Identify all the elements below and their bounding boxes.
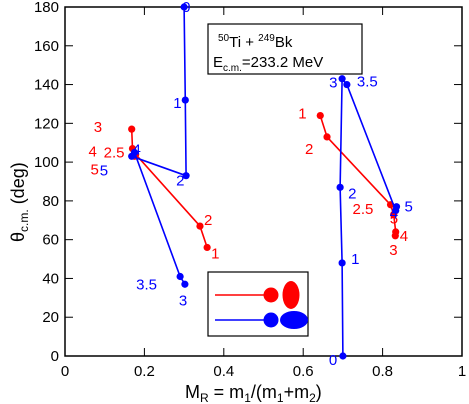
x-tick-label: 0.4 — [213, 363, 234, 380]
x-axis-label: MR = m1/(m1+m2) — [185, 382, 322, 404]
data-point — [316, 111, 324, 120]
point-label: 4 — [390, 206, 398, 223]
y-label-unit: (deg) — [8, 162, 28, 209]
y-label-sub: c.m. — [17, 209, 31, 232]
y-tick-label: 180 — [34, 0, 59, 16]
point-label: 3.5 — [357, 74, 378, 91]
data-point — [182, 172, 190, 180]
data-point — [181, 280, 189, 288]
point-label: 3 — [94, 119, 102, 136]
x-label-sub3: 1 — [277, 391, 284, 404]
x-label-sub4: 2 — [309, 391, 316, 404]
legend-blue-small-nucleus-icon — [263, 312, 279, 328]
x-label-sub2: 1 — [244, 391, 251, 404]
data-point — [338, 75, 346, 83]
point-label: 2.5 — [353, 201, 374, 218]
x-label-symbol: M — [185, 382, 200, 402]
point-label: 5 — [390, 210, 398, 227]
legend-red-prolate-nucleus-icon — [282, 281, 300, 309]
y-tick-label: 0 — [51, 348, 59, 365]
point-label: 2 — [204, 212, 212, 229]
series-line-red — [130, 129, 208, 248]
data-point — [391, 232, 399, 240]
data-point — [196, 222, 204, 230]
data-point — [336, 183, 344, 191]
data-point — [176, 272, 184, 281]
point-label: 3.5 — [136, 277, 157, 294]
x-label-part4: ) — [316, 382, 322, 402]
data-point — [323, 133, 331, 141]
plot-frame — [64, 6, 463, 357]
data-point — [128, 125, 136, 133]
data-point — [130, 148, 139, 157]
point-label: 2.5 — [104, 144, 125, 161]
point-label: 3 — [179, 292, 187, 309]
reaction-mass-1: 50 — [218, 33, 230, 44]
y-tick-label: 160 — [34, 38, 59, 55]
energy-symbol: E — [213, 54, 223, 71]
point-label: 2 — [305, 141, 313, 158]
data-point — [180, 3, 188, 11]
point-label: 5 — [90, 161, 98, 178]
point-label: 2 — [348, 185, 356, 202]
point-label: 3 — [329, 75, 337, 92]
y-tick-label: 20 — [42, 309, 59, 326]
series-layer — [128, 3, 401, 360]
reaction-element-2: Bk — [275, 34, 293, 51]
point-label: 3 — [389, 242, 397, 259]
data-point — [392, 203, 401, 211]
annotation-box — [207, 23, 363, 75]
x-label-part2: /(m — [251, 382, 277, 402]
energy-value: =233.2 MeV — [242, 54, 323, 71]
point-label: 4 — [400, 228, 408, 245]
legend-blue-oblate-nucleus-icon — [280, 311, 308, 329]
y-tick-label: 60 — [42, 232, 59, 249]
annotation-reaction: 50Ti + 249Bk — [218, 33, 293, 51]
data-point — [181, 96, 189, 104]
point-label: 5 — [404, 199, 412, 216]
point-label: 1 — [351, 251, 359, 268]
data-point — [338, 259, 346, 267]
point-label: 1 — [298, 106, 306, 123]
point-label: 0 — [329, 352, 337, 369]
energy-subscript: c.m. — [223, 63, 242, 74]
point-label: 4 — [88, 144, 96, 161]
reaction-mass-2: 249 — [258, 33, 275, 44]
x-label-part: = m — [209, 382, 245, 402]
annotation-energy: Ec.m.=233.2 MeV — [213, 54, 323, 74]
x-tick-label: 0.2 — [134, 363, 155, 380]
x-tick-label: 0.8 — [372, 363, 393, 380]
point-label: 4 — [132, 141, 140, 158]
x-tick-label: 0 — [61, 363, 69, 380]
y-label-symbol: θ — [8, 232, 28, 242]
point-label: 1 — [173, 95, 181, 112]
reaction-element-1: Ti + — [229, 34, 258, 51]
y-tick-label: 100 — [34, 154, 59, 171]
y-tick-label: 80 — [42, 193, 59, 210]
x-label-sub: R — [200, 391, 209, 404]
point-label: 2 — [176, 173, 184, 190]
x-label-part3: +m — [284, 382, 310, 402]
data-point — [203, 243, 211, 252]
x-tick-label: 1 — [458, 363, 466, 380]
data-point — [339, 352, 347, 360]
y-axis-label: θc.m. (deg) — [8, 162, 31, 242]
point-label: 0 — [182, 0, 190, 16]
point-label: 1 — [211, 245, 219, 262]
data-point — [343, 80, 351, 89]
y-tick-label: 120 — [34, 115, 59, 132]
x-tick-label: 0.6 — [293, 363, 314, 380]
legend — [207, 271, 309, 337]
point-label: 5 — [100, 162, 108, 179]
y-tick-label: 40 — [42, 270, 59, 287]
y-tick-label: 140 — [34, 77, 59, 94]
legend-red-small-nucleus-icon — [263, 287, 279, 303]
